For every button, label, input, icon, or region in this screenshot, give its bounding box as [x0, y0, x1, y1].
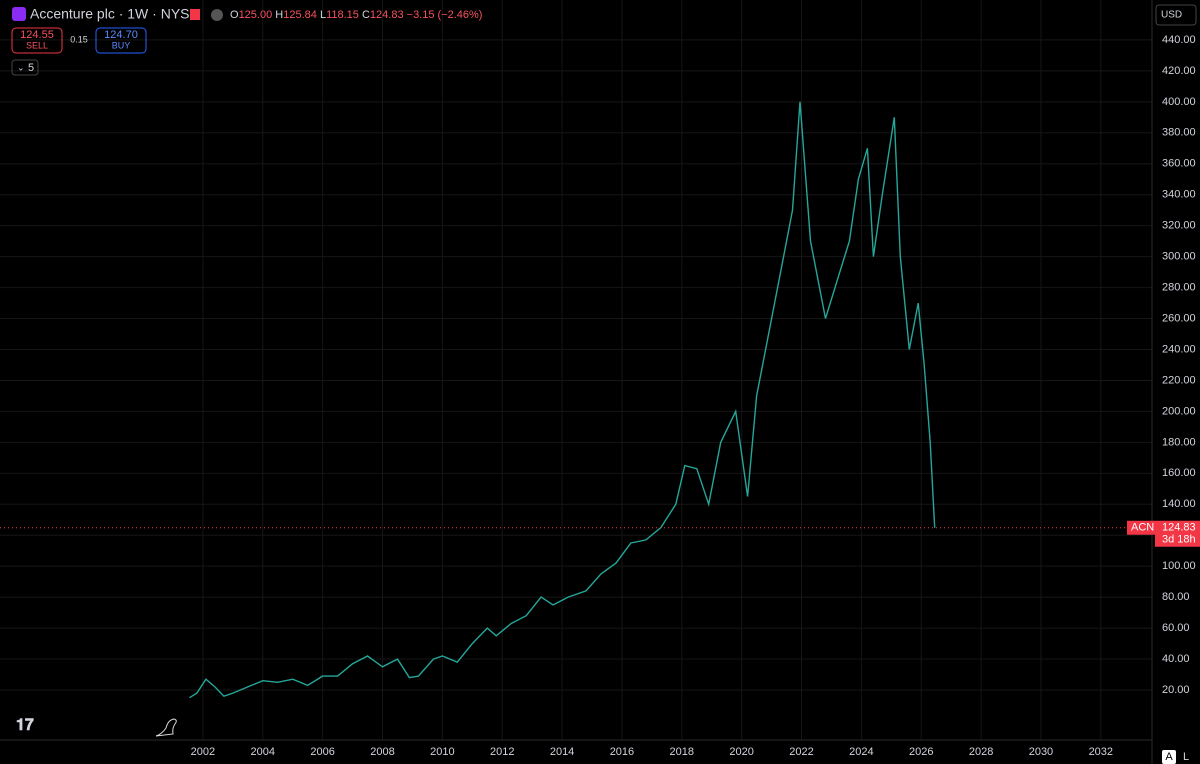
dino [155, 718, 177, 737]
price-tag-label: 124.83 [1162, 522, 1196, 534]
x-tick-label: 2026 [909, 746, 933, 758]
symbol-tag-label: ACN [1131, 522, 1154, 534]
y-tick-label: 420.00 [1162, 65, 1196, 77]
x-tick-label: 2006 [310, 746, 334, 758]
y-tick-label: 20.00 [1162, 684, 1190, 696]
y-tick-label: 180.00 [1162, 436, 1196, 448]
y-tick-label: 340.00 [1162, 189, 1196, 201]
open: 125.00 [239, 9, 273, 21]
y-tick-label: 380.00 [1162, 127, 1196, 139]
c: C [362, 9, 370, 21]
x-tick-label: 2008 [370, 746, 394, 758]
x-tick-label: 2020 [729, 746, 753, 758]
sell-label: SELL [26, 40, 48, 50]
buy-button[interactable] [95, 27, 147, 54]
symbol: Accenture plc · 1W · NYSE [30, 6, 199, 22]
y-tick-label: 400.00 [1162, 96, 1196, 108]
x-tick-label: 2012 [490, 746, 514, 758]
buy-label: BUY [112, 40, 131, 50]
y-tick-label: 40.00 [1162, 653, 1190, 665]
x-tick-label: 2022 [789, 746, 813, 758]
y-tick-label: 220.00 [1162, 374, 1196, 386]
x-tick-label: 2018 [670, 746, 694, 758]
x-tick-label: 2004 [251, 746, 275, 758]
currency-select[interactable] [1155, 4, 1197, 26]
indicators-toggle[interactable] [11, 59, 39, 76]
y-tick-label: 240.00 [1162, 343, 1196, 355]
auto-label: A [1165, 751, 1173, 763]
y-tick-label: 80.00 [1162, 591, 1190, 603]
y-tick-label: 440.00 [1162, 34, 1196, 46]
y-tick-label: 60.00 [1162, 622, 1190, 634]
x-tick-label: 2024 [849, 746, 873, 758]
auto-button[interactable] [1162, 750, 1176, 764]
spread: 0.15 [70, 34, 88, 44]
plot [0, 0, 1152, 740]
sell-price: 124.55 [20, 29, 54, 41]
x-tick-label: 2014 [550, 746, 574, 758]
close: 124.83 [370, 9, 404, 21]
x-tick-label: 2002 [191, 746, 215, 758]
y-tick-label: 100.00 [1162, 560, 1196, 572]
l: L [320, 9, 326, 21]
price-tag [1155, 520, 1200, 547]
flag[interactable] [190, 9, 200, 20]
currency: USD [1161, 10, 1182, 21]
ohlc-label: O125.00 H125.84 L118.15 C124.83 −3.15 (−… [230, 9, 482, 21]
y-tick-label: 280.00 [1162, 281, 1196, 293]
countdown: 3d 18h [1162, 534, 1196, 546]
y-tick-label: 160.00 [1162, 467, 1196, 479]
y-tick-label: 260.00 [1162, 312, 1196, 324]
y-tick-label: 200.00 [1162, 405, 1196, 417]
y-tick-label: 300.00 [1162, 251, 1196, 263]
tv-logo: 𝟏𝟕 [16, 717, 34, 734]
o: O [230, 9, 239, 21]
x-tick-label: 2028 [969, 746, 993, 758]
price-line [189, 101, 936, 699]
change: −3.15 (−2.46%) [407, 9, 483, 21]
y-tick-label: 320.00 [1162, 220, 1196, 232]
x-tick-label: 2010 [430, 746, 454, 758]
sell-button[interactable] [11, 27, 63, 54]
high: 125.84 [283, 9, 317, 21]
chevron: ⌄ [17, 62, 25, 72]
y-tick-label: 140.00 [1162, 498, 1196, 510]
log-label[interactable]: L [1183, 751, 1189, 763]
x-tick-label: 2016 [610, 746, 634, 758]
symbol-tag [1127, 520, 1155, 535]
low: 118.15 [326, 9, 359, 21]
buy-price: 124.70 [104, 29, 138, 41]
status [211, 9, 223, 21]
x-tick-label: 2032 [1089, 746, 1113, 758]
x-tick-label: 2030 [1029, 746, 1053, 758]
logo [12, 7, 26, 21]
y-tick-label: 360.00 [1162, 158, 1196, 170]
indicators-count: 5 [28, 62, 34, 74]
h: H [275, 9, 283, 21]
